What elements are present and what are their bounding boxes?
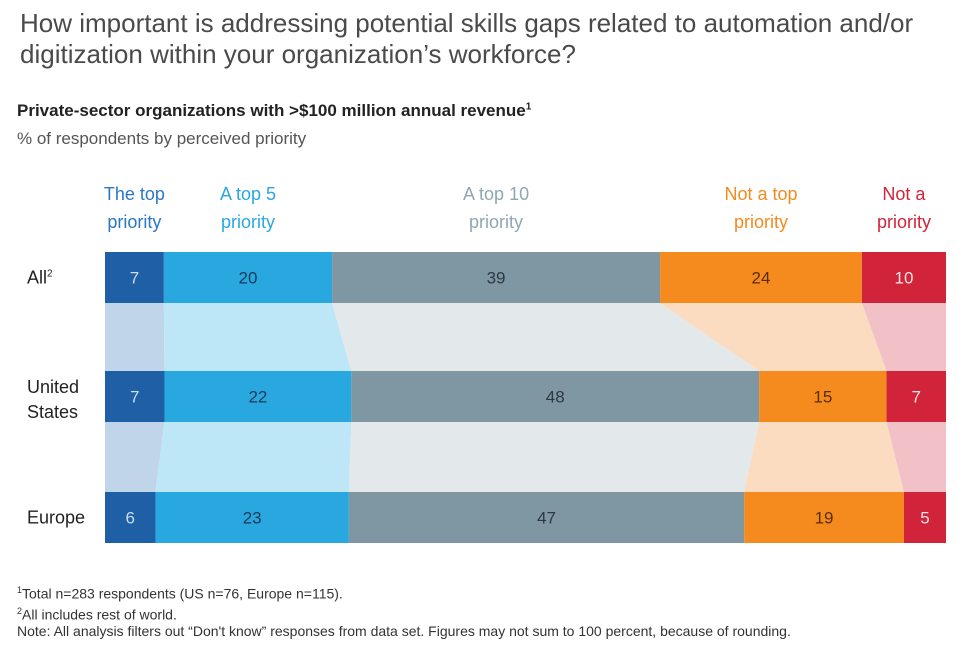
legend-label: priority — [469, 212, 523, 232]
row-labels: All2 United States Europe — [27, 268, 85, 528]
connector-band — [861, 303, 946, 371]
legend-label: Not a top — [724, 184, 797, 204]
row-label: Europe — [27, 508, 85, 528]
bar-value-label: 23 — [243, 509, 262, 528]
bar-segments: 7 20 39 24 10 7 22 48 15 7 6 23 47 19 5 — [105, 252, 946, 543]
footnote-2: 2All includes rest of world. — [17, 603, 947, 624]
subtitle-text: Private-sector organizations with >$100 … — [17, 101, 526, 120]
bar-value-label: 15 — [813, 388, 832, 407]
bar-value-label: 24 — [752, 269, 771, 288]
bar-value-label: 10 — [894, 269, 913, 288]
connector-band — [348, 422, 760, 492]
row-label: States — [27, 402, 78, 422]
bar-segment — [105, 252, 164, 303]
legend-label: priority — [734, 212, 788, 232]
bar-segment — [660, 252, 862, 303]
bar-value-label: 7 — [130, 388, 139, 407]
bar-value-label: 7 — [130, 269, 139, 288]
bar-value-label: 7 — [912, 388, 921, 407]
legend: The top priority A top 5 priority A top 10 pr… — [104, 184, 931, 232]
connector-band — [163, 303, 352, 371]
connector-band — [886, 422, 946, 492]
stacked-bar-chart: 7 20 39 24 10 7 22 48 15 7 6 23 47 19 5 The top priorit… — [27, 184, 946, 543]
legend-label: priority — [107, 212, 161, 232]
row-label: All2 — [27, 268, 53, 288]
bar-value-label: 5 — [920, 509, 929, 528]
footnote-2-text: All includes rest of world. — [22, 606, 177, 623]
legend-label: A top 5 — [220, 184, 276, 204]
bar-segment — [332, 252, 661, 303]
row-label: United — [27, 377, 79, 397]
connector-band — [105, 303, 165, 371]
connector-band — [660, 303, 887, 371]
legend-label: A top 10 — [463, 184, 529, 204]
bar-segment — [163, 252, 333, 303]
bar-segment — [155, 492, 349, 543]
bar-value-label: 48 — [546, 388, 565, 407]
bar-segment — [105, 371, 165, 422]
footnote-1-mark: 1 — [17, 585, 23, 595]
connector-band — [155, 422, 352, 492]
connector-band — [332, 303, 760, 371]
footnote-1: 1Total n=283 respondents (US n=76, Europ… — [17, 582, 947, 603]
bar-value-label: 6 — [125, 509, 134, 528]
bar-segment — [351, 371, 760, 422]
bar-value-label: 20 — [239, 269, 258, 288]
bar-value-label: 39 — [487, 269, 506, 288]
legend-label: priority — [221, 212, 275, 232]
bar-segment — [348, 492, 745, 543]
bar-segment — [164, 371, 352, 422]
chart-subtitle: Private-sector organizations with >$100 … — [17, 101, 531, 121]
bar-value-label: 19 — [815, 509, 834, 528]
subtitle-note-mark: 1 — [525, 101, 532, 113]
row-label-note-mark: 2 — [47, 269, 53, 280]
footnote-2-mark: 2 — [17, 605, 23, 616]
bar-segment — [903, 492, 946, 543]
connector-band — [744, 422, 904, 492]
bar-value-label: 22 — [248, 388, 267, 407]
legend-label: The top — [104, 184, 165, 204]
bar-segment — [759, 371, 887, 422]
bar-segment — [744, 492, 904, 543]
footnote-1-text: Total n=283 respondents (US n=76, Europe… — [22, 585, 343, 602]
footnotes: 1Total n=283 respondents (US n=76, Europ… — [17, 582, 947, 640]
legend-label: Not a — [882, 184, 926, 204]
bar-segment — [861, 252, 946, 303]
bar-segment — [886, 371, 946, 422]
unit-label: % of respondents by perceived priority — [17, 129, 307, 148]
bar-segment — [105, 492, 156, 543]
legend-label: priority — [877, 212, 931, 232]
chart-title: How important is addressing potential sk… — [20, 8, 914, 69]
connector-band — [105, 422, 165, 492]
bar-value-label: 47 — [537, 509, 556, 528]
footnote-note: Note: All analysis filters out “Don't kn… — [17, 623, 791, 640]
connector-bands — [105, 303, 946, 492]
